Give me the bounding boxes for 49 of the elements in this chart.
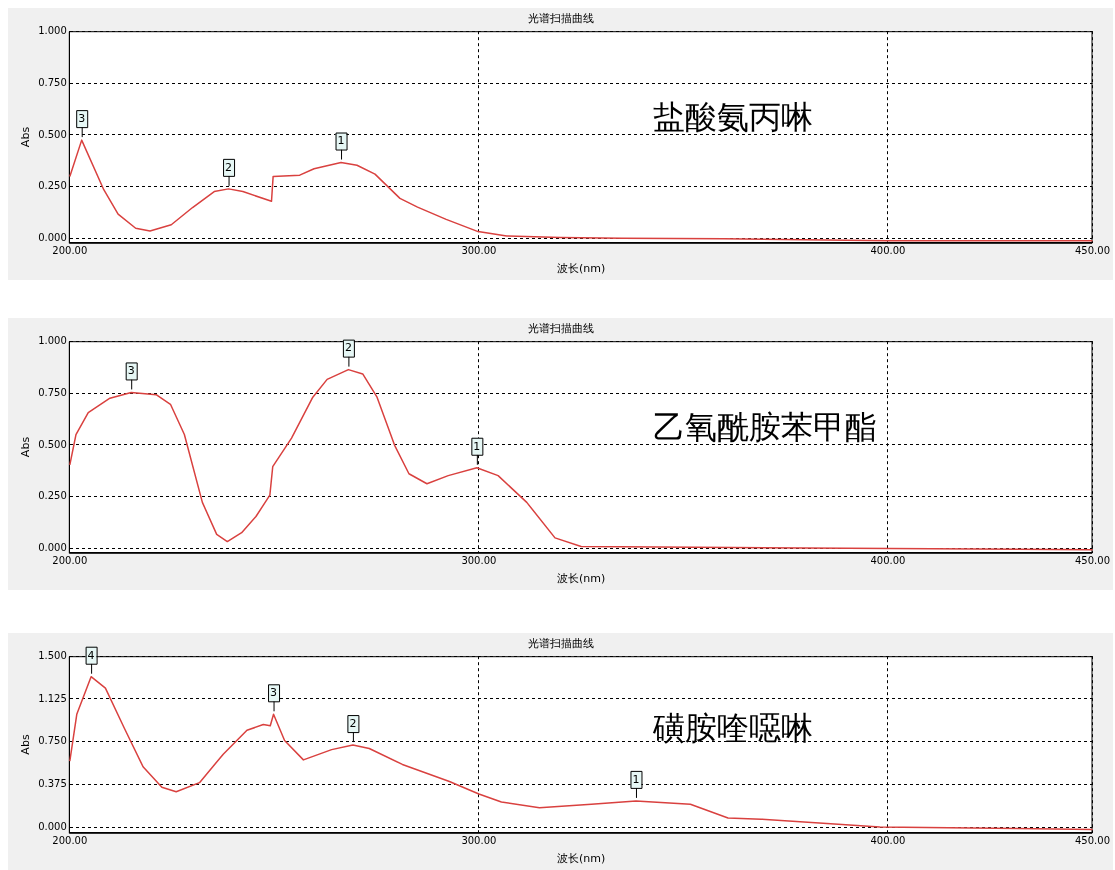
y-tick-label: 0.750 — [38, 386, 67, 398]
chart-title: 光谱扫描曲线 — [527, 637, 594, 651]
annotation: 3 — [270, 686, 278, 700]
y-axis-title: Abs — [19, 734, 33, 755]
y-tick-label: 0.250 — [38, 180, 67, 192]
annotation: 乙氧酰胺苯甲酯 — [652, 408, 877, 447]
x-axis-title: 波长(nm) — [557, 262, 606, 276]
annotation: 盐酸氨丙啉 — [652, 98, 813, 137]
annotation: 1 — [337, 134, 345, 148]
y-tick-label: 0.000 — [38, 542, 67, 554]
annotation: 2 — [349, 716, 357, 730]
x-tick-label: 300.00 — [461, 555, 497, 567]
y-axis-title: Abs — [19, 436, 33, 458]
x-axis-title: 波长(nm) — [557, 852, 606, 866]
x-tick-label: 450.00 — [1075, 555, 1110, 567]
annotation: 3 — [78, 111, 86, 125]
x-axis-title: 波长(nm) — [557, 572, 606, 586]
x-tick-label: 200.00 — [52, 555, 88, 567]
chart-title: 光谱扫描曲线 — [527, 12, 594, 26]
annotation: 1 — [473, 439, 481, 453]
y-tick-label: 0.750 — [38, 735, 67, 747]
annotation: 2 — [225, 160, 233, 174]
y-tick-label: 0.250 — [38, 490, 67, 502]
x-tick-label: 400.00 — [870, 555, 906, 567]
chart-title: 光谱扫描曲线 — [527, 322, 594, 336]
x-tick-label: 450.00 — [1075, 835, 1110, 847]
y-axis-title: Abs — [19, 126, 33, 148]
x-tick-label: 200.00 — [52, 835, 88, 847]
x-tick-label: 400.00 — [870, 245, 906, 257]
annotation: 2 — [344, 341, 352, 355]
annotation: 磺胺喹噁啉 — [651, 708, 813, 747]
y-tick-label: 0.500 — [38, 438, 67, 450]
annotation: 4 — [87, 648, 95, 662]
y-tick-label: 0.000 — [38, 232, 67, 244]
annotation: 1 — [632, 772, 640, 786]
y-tick-label: 0.000 — [38, 820, 67, 832]
x-tick-label: 200.00 — [52, 245, 88, 257]
y-tick-label: 1.000 — [38, 334, 67, 346]
y-tick-label: 0.500 — [38, 128, 67, 140]
y-tick-label: 1.125 — [38, 692, 67, 704]
y-tick-label: 0.375 — [38, 777, 67, 789]
y-tick-label: 0.750 — [38, 76, 67, 88]
x-tick-label: 450.00 — [1075, 245, 1110, 257]
x-tick-label: 300.00 — [461, 245, 497, 257]
annotation: 3 — [127, 364, 135, 378]
x-tick-label: 300.00 — [461, 835, 497, 847]
y-tick-label: 1.000 — [38, 24, 67, 36]
y-tick-label: 1.500 — [38, 649, 67, 661]
x-tick-label: 400.00 — [870, 835, 906, 847]
